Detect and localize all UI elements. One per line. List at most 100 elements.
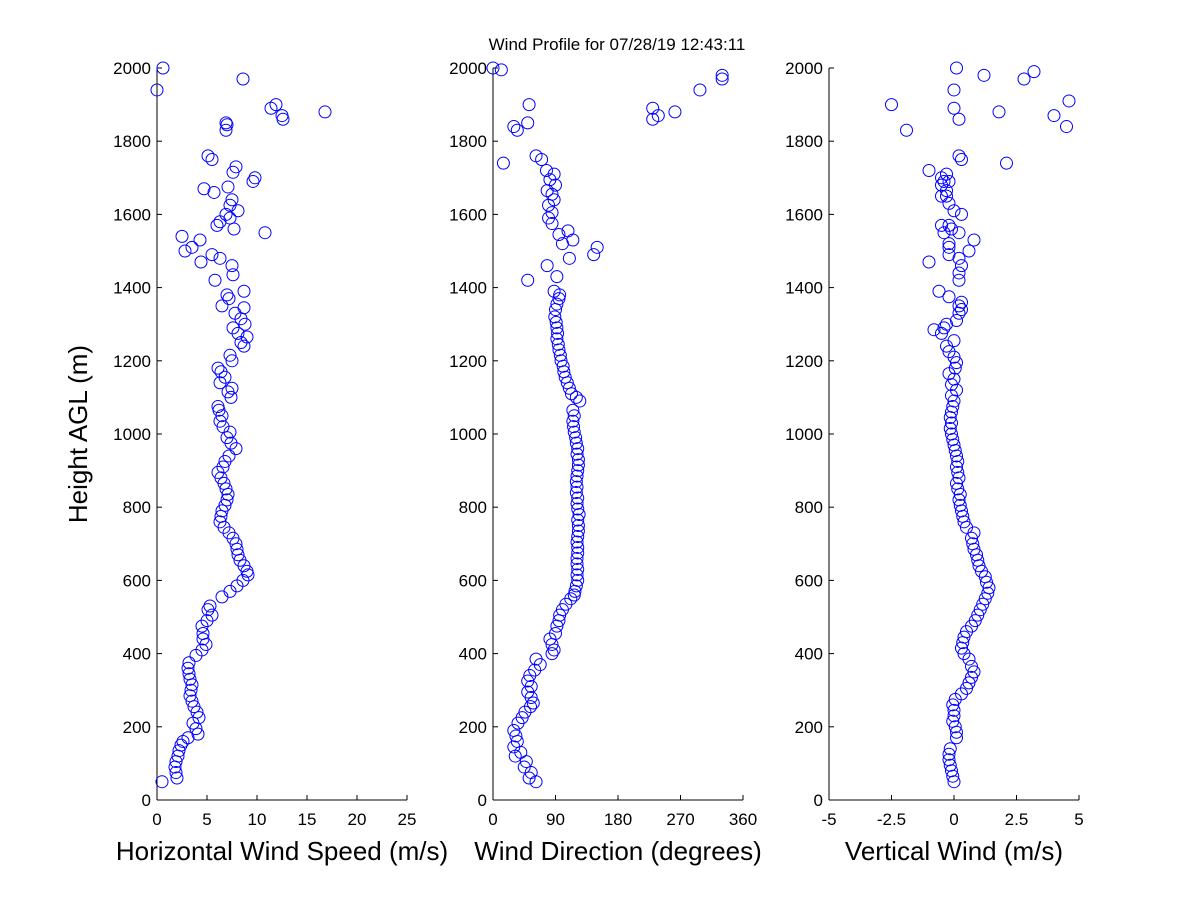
data-point [225,354,239,368]
data-point [182,667,196,681]
data-point [552,228,566,242]
data-point [947,204,961,218]
data-point [181,731,195,745]
data-point [940,189,953,203]
data-point [553,288,567,302]
data-point [211,361,225,375]
data-point [240,330,254,344]
x-tick-label: 360 [729,810,757,829]
data-point [566,414,580,428]
y-tick-label: 0 [814,791,823,810]
data-point [571,573,585,587]
data-point [569,431,583,445]
data-point [225,259,239,273]
data-point [950,61,963,75]
data-point [522,98,536,112]
data-point [965,670,978,684]
x-tick-label: 10 [248,810,267,829]
y-tick-label: 1000 [785,425,823,444]
y-tick-label: 0 [142,791,151,810]
data-point [971,608,985,622]
data-point [219,123,233,137]
x-tick-label: 270 [666,810,694,829]
data-point [950,476,963,490]
data-point [940,167,953,181]
data-point [571,540,585,554]
data-point [937,226,951,240]
data-point [885,98,898,112]
data-point [950,460,963,474]
data-point [552,343,566,357]
data-point [219,482,233,496]
data-point [570,551,584,565]
data-point [521,674,535,688]
data-point [570,557,584,571]
data-point [947,703,961,717]
data-point [237,284,251,298]
data-point [571,546,585,560]
data-point [955,207,968,221]
data-point [567,409,581,423]
data-point [553,348,567,362]
data-point [275,109,289,123]
data-point [522,771,536,785]
data-point [183,672,197,686]
data-point [646,101,660,115]
y-tick-label: 1600 [449,205,487,224]
data-point [181,661,195,675]
y-tick-label: 2000 [449,59,487,78]
data-point [223,348,237,362]
data-point [1000,156,1013,170]
data-point [507,120,521,134]
data-point [172,744,186,758]
data-point [900,123,913,137]
data-point [945,416,958,430]
y-tick-label: 800 [795,498,823,517]
data-point [992,105,1006,119]
y-tick-label: 200 [459,718,487,737]
data-point [965,531,978,545]
data-point [219,116,233,130]
data-point [510,123,524,137]
data-point [548,310,562,324]
data-point [509,729,523,743]
data-point [955,259,968,273]
data-point [953,498,967,512]
data-point [213,515,227,529]
data-point [561,224,575,238]
data-point [550,270,564,284]
data-point [210,218,224,232]
data-point [496,156,510,170]
data-point [566,403,580,417]
data-point [545,647,559,661]
data-point [951,465,965,479]
data-point [957,647,971,661]
data-point [175,229,189,243]
data-point [935,178,948,192]
data-point [952,299,966,313]
data-point [942,753,956,767]
data-point [946,698,960,712]
data-point [968,614,982,628]
data-point [966,537,980,551]
data-point [185,694,199,708]
data-point [952,112,966,126]
data-point [237,301,251,315]
data-point [980,575,993,589]
data-point [957,630,971,644]
data-point [571,513,585,527]
data-point [570,469,584,483]
data-point [226,268,240,282]
data-point [566,233,580,247]
data-point [223,211,237,225]
data-point [571,491,585,505]
x-tick-label: 0 [488,810,497,829]
data-point [318,105,332,119]
data-point [178,244,192,258]
x-tick-label: -5 [821,810,836,829]
data-point [545,206,559,220]
data-point [486,61,500,75]
data-point [205,248,219,262]
data-point [590,240,604,254]
